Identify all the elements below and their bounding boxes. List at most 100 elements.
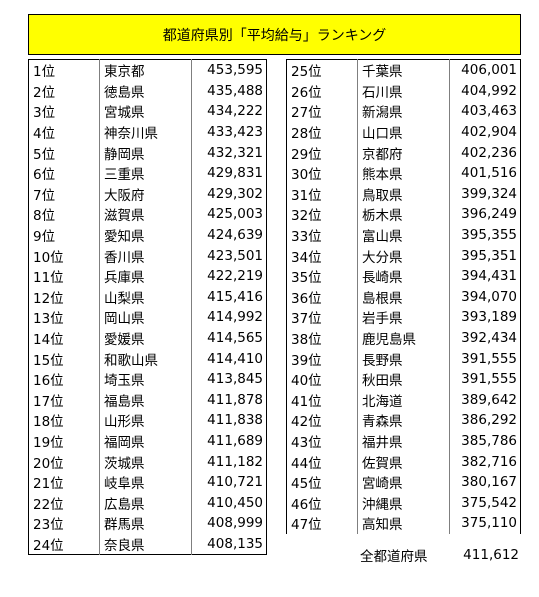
rank-cell: 21位	[33, 476, 64, 493]
rank-cell: 1位	[33, 64, 56, 81]
salary-cell: 393,189	[449, 307, 521, 328]
page-title: 都道府県別「平均給与」ランキング	[28, 14, 521, 55]
table-row: 22位 広島県 410,450	[29, 492, 267, 514]
prefecture-cell: 栃木県	[357, 204, 450, 225]
table-row: 27位 新潟県 403,463	[287, 101, 521, 122]
rank-cell: 3位	[33, 105, 56, 122]
table-row: 25位 千葉県 406,001	[287, 59, 521, 81]
table-row: 4位 神奈川県 433,423	[29, 121, 267, 143]
prefecture-cell: 鳥取県	[357, 183, 450, 205]
table-row: 10位 香川県 423,501	[29, 245, 267, 266]
salary-cell: 414,992	[191, 307, 267, 328]
rank-cell: 38位	[291, 332, 322, 349]
salary-cell: 414,410	[191, 348, 267, 369]
prefecture-cell: 大阪府	[99, 183, 192, 205]
salary-cell: 396,249	[449, 204, 521, 225]
salary-cell: 435,488	[191, 80, 267, 102]
prefecture-cell: 長野県	[357, 348, 450, 369]
table-row: 1位 東京都 453,595	[29, 59, 267, 81]
prefecture-cell: 東京都	[99, 59, 192, 81]
salary-cell: 389,642	[449, 389, 521, 411]
rank-cell: 31位	[291, 187, 322, 204]
rank-cell: 32位	[291, 208, 322, 225]
table-row: 24位 奈良県 408,135	[29, 533, 267, 555]
salary-cell: 391,555	[449, 368, 521, 390]
prefecture-cell: 埼玉県	[99, 368, 192, 390]
salary-cell: 413,845	[191, 368, 267, 390]
table-row: 38位 鹿児島県 392,434	[287, 327, 521, 349]
table-row: 11位 兵庫県 422,219	[29, 265, 267, 287]
table-row: 7位 大阪府 429,302	[29, 183, 267, 205]
table-row: 16位 埼玉県 413,845	[29, 368, 267, 390]
salary-cell: 401,516	[449, 162, 521, 184]
salary-cell: 408,135	[191, 533, 267, 555]
rank-cell: 18位	[33, 414, 64, 431]
salary-cell: 394,431	[449, 265, 521, 287]
prefecture-cell: 福井県	[357, 430, 450, 452]
prefecture-cell: 福岡県	[99, 430, 192, 452]
table-row: 15位 和歌山県 414,410	[29, 348, 267, 369]
salary-cell: 425,003	[191, 204, 267, 225]
rank-cell: 19位	[33, 434, 64, 451]
prefecture-cell: 香川県	[99, 245, 192, 266]
table-row: 28位 山口県 402,904	[287, 121, 521, 143]
salary-cell: 402,904	[449, 121, 521, 143]
table-row: 12位 山梨県 415,416	[29, 286, 267, 308]
rank-cell: 14位	[33, 332, 64, 349]
rank-cell: 6位	[33, 167, 56, 184]
table-row: 20位 茨城県 411,182	[29, 451, 267, 472]
table-row: 31位 鳥取県 399,324	[287, 183, 521, 205]
prefecture-cell: 山梨県	[99, 286, 192, 308]
salary-cell: 403,463	[449, 101, 521, 122]
rank-cell: 2位	[33, 84, 56, 101]
prefecture-cell: 神奈川県	[99, 121, 192, 143]
prefecture-cell: 福島県	[99, 389, 192, 411]
prefecture-cell: 岐阜県	[99, 471, 192, 493]
rank-cell: 16位	[33, 373, 64, 390]
rank-cell: 27位	[291, 105, 322, 122]
rank-cell: 44位	[291, 455, 322, 472]
salary-cell: 394,070	[449, 286, 521, 308]
rank-cell: 24位	[33, 537, 64, 554]
table-row: 44位 佐賀県 382,716	[287, 451, 521, 472]
table-row: 47位 高知県 375,110	[287, 513, 521, 534]
prefecture-cell: 三重県	[99, 162, 192, 184]
prefecture-cell: 石川県	[357, 80, 450, 102]
prefecture-cell: 千葉県	[357, 59, 450, 81]
salary-cell: 453,595	[191, 59, 267, 81]
salary-cell: 411,689	[191, 430, 267, 452]
table-row: 19位 福岡県 411,689	[29, 430, 267, 452]
prefecture-cell: 秋田県	[357, 368, 450, 390]
table-row: 5位 静岡県 432,321	[29, 142, 267, 163]
prefecture-cell: 長崎県	[357, 265, 450, 287]
table-row: 21位 岐阜県 410,721	[29, 471, 267, 493]
salary-cell: 380,167	[449, 471, 521, 493]
rank-cell: 9位	[33, 229, 56, 246]
salary-cell: 414,565	[191, 327, 267, 349]
table-row: 35位 長崎県 394,431	[287, 265, 521, 287]
rank-cell: 30位	[291, 167, 322, 184]
prefecture-cell: 沖縄県	[357, 492, 450, 514]
prefecture-cell: 滋賀県	[99, 204, 192, 225]
prefecture-cell: 宮崎県	[357, 471, 450, 493]
prefecture-cell: 大分県	[357, 245, 450, 266]
rank-cell: 8位	[33, 208, 56, 225]
prefecture-cell: 鹿児島県	[357, 327, 450, 349]
salary-cell: 404,992	[449, 80, 521, 102]
rank-cell: 36位	[291, 290, 322, 307]
prefecture-cell: 和歌山県	[99, 348, 192, 369]
prefecture-cell: 宮城県	[99, 101, 192, 122]
rank-cell: 39位	[291, 352, 322, 369]
salary-cell: 382,716	[449, 451, 521, 472]
rank-cell: 20位	[33, 455, 64, 472]
salary-cell: 411,878	[191, 389, 267, 411]
table-row: 3位 宮城県 434,222	[29, 101, 267, 122]
rank-cell: 17位	[33, 393, 64, 410]
salary-cell: 434,222	[191, 101, 267, 122]
ranking-table-right: 25位 千葉県 406,001 26位 石川県 404,992 27位 新潟県 403,463 2…	[286, 59, 521, 534]
salary-cell: 391,555	[449, 348, 521, 369]
rank-cell: 23位	[33, 517, 64, 534]
salary-cell: 386,292	[449, 410, 521, 431]
prefecture-cell: 茨城県	[99, 451, 192, 472]
table-row: 32位 栃木県 396,249	[287, 204, 521, 225]
